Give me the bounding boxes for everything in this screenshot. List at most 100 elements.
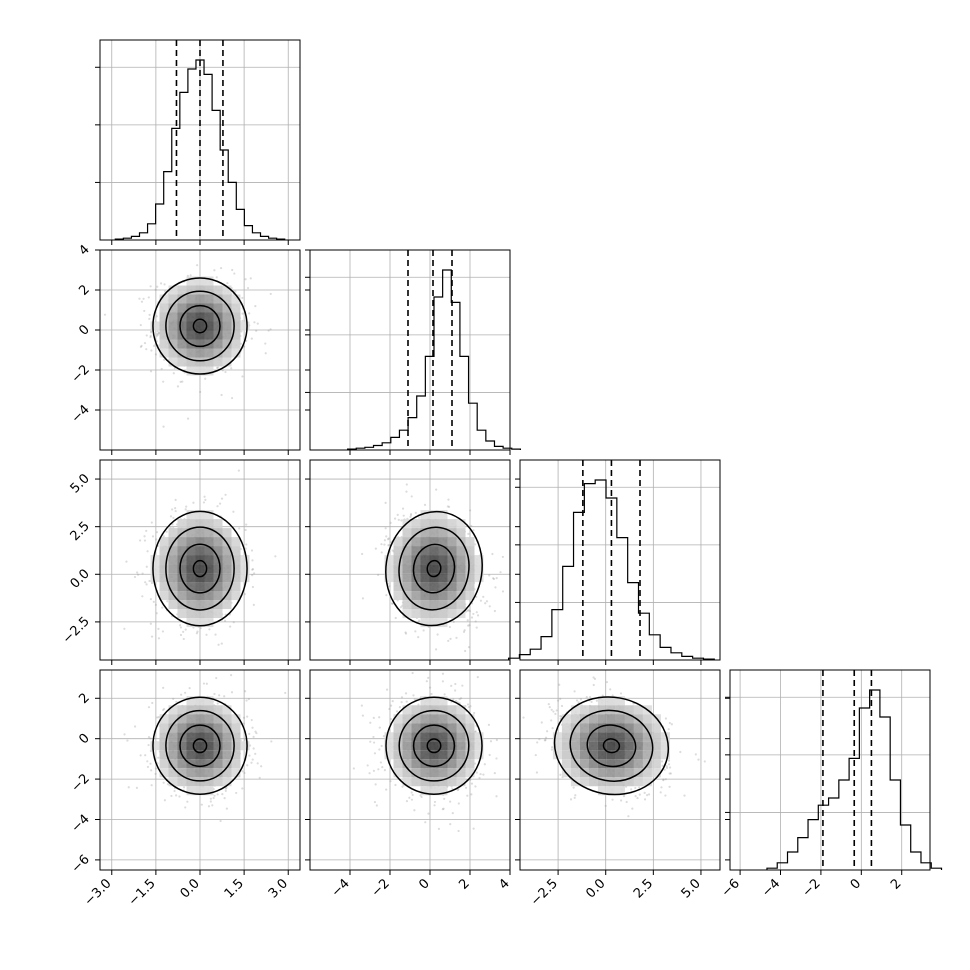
density-cell (204, 714, 214, 724)
density-cell (615, 777, 625, 787)
scatter-point (405, 490, 408, 493)
scatter-point (659, 791, 662, 794)
density-cell (213, 714, 223, 724)
density-cell (159, 348, 169, 358)
histogram-2 (507, 479, 715, 660)
scatter-point (474, 543, 477, 546)
scatter-point (238, 527, 241, 530)
scatter-point (483, 763, 486, 766)
scatter-point (136, 571, 139, 574)
scatter-point (665, 766, 669, 769)
scatter-point (150, 349, 153, 352)
density-cell (231, 714, 241, 724)
scatter-point (622, 795, 626, 798)
density-cell (204, 582, 214, 592)
scatter-point (155, 531, 159, 534)
scatter-point (360, 704, 363, 707)
density-cell (213, 723, 223, 733)
x-tick-label: 5.0 (679, 876, 704, 901)
density-cell (186, 573, 196, 583)
density-cell (186, 564, 196, 574)
x-tick-label: 2 (888, 876, 904, 892)
density-cell (168, 546, 178, 556)
scatter-point (466, 609, 469, 612)
x-tick-label: −4 (759, 876, 783, 900)
density-cell (579, 768, 589, 778)
density-cell (213, 564, 223, 574)
scatter-point (470, 616, 474, 619)
scatter-point (669, 772, 672, 775)
density-cell (633, 750, 643, 760)
scatter-point (625, 800, 628, 804)
density-cell (222, 741, 232, 751)
scatter-point (410, 791, 413, 794)
scatter-point (414, 630, 417, 633)
scatter-point (143, 341, 147, 345)
density-cell (597, 750, 607, 760)
scatter-point (141, 572, 144, 575)
scatter-point (501, 590, 505, 593)
contour-level-2 (586, 724, 637, 768)
density-cell (195, 564, 205, 574)
density-cell (177, 723, 187, 733)
density-cell (465, 750, 475, 760)
scatter-point (604, 804, 607, 807)
scatter-point (248, 732, 251, 735)
density-cell (231, 582, 241, 592)
scatter-point (413, 698, 416, 701)
scatter-point (474, 730, 477, 733)
density-cell (561, 732, 571, 742)
contour-level-0 (385, 696, 483, 795)
density-cell (159, 330, 169, 340)
density-cell (420, 582, 430, 592)
scatter-point (139, 323, 142, 327)
scatter-point (233, 272, 236, 275)
scatter-point (150, 581, 154, 585)
scatter-point (569, 798, 573, 801)
density-cell (186, 555, 196, 565)
scatter-point (470, 793, 473, 796)
density-cell (597, 786, 607, 796)
contour-level-2 (179, 304, 221, 348)
scatter-point (478, 776, 481, 780)
density-cell (456, 591, 466, 601)
density-cell (393, 564, 403, 574)
scatter-point (411, 671, 414, 675)
scatter-point (401, 507, 405, 510)
density-cell (606, 786, 616, 796)
density-cell (186, 528, 196, 538)
x-tick-label: 0.0 (583, 876, 608, 901)
contour-level-3 (426, 738, 442, 754)
scatter-point (385, 535, 388, 538)
scatter-point (550, 748, 553, 751)
density-cell (150, 741, 160, 751)
density-cell (429, 618, 439, 628)
density-cell (642, 741, 652, 751)
density-cell (204, 294, 214, 304)
density-cell (438, 750, 448, 760)
density-cell (186, 696, 196, 706)
density-cell (186, 705, 196, 715)
scatter-point (225, 807, 229, 810)
density-cell (168, 741, 178, 751)
scatter-point (361, 597, 365, 600)
scatter-point (163, 707, 166, 711)
scatter-point (488, 753, 491, 757)
density-cell (588, 705, 598, 715)
density-cell (186, 714, 196, 724)
density-cell (597, 777, 607, 787)
density-cell (456, 546, 466, 556)
scatter-point (204, 377, 207, 380)
density-cell (204, 618, 214, 628)
scatter-point (149, 737, 152, 740)
contour-level-3 (602, 738, 621, 754)
density-cell (186, 777, 196, 787)
density-cell (402, 777, 412, 787)
density-cell (222, 357, 232, 367)
density-cell (231, 294, 241, 304)
contour-level-2 (179, 543, 221, 594)
scatter-point (447, 498, 450, 501)
scatter-point (457, 829, 460, 833)
density-cell (420, 573, 430, 583)
density-cell (177, 321, 187, 331)
